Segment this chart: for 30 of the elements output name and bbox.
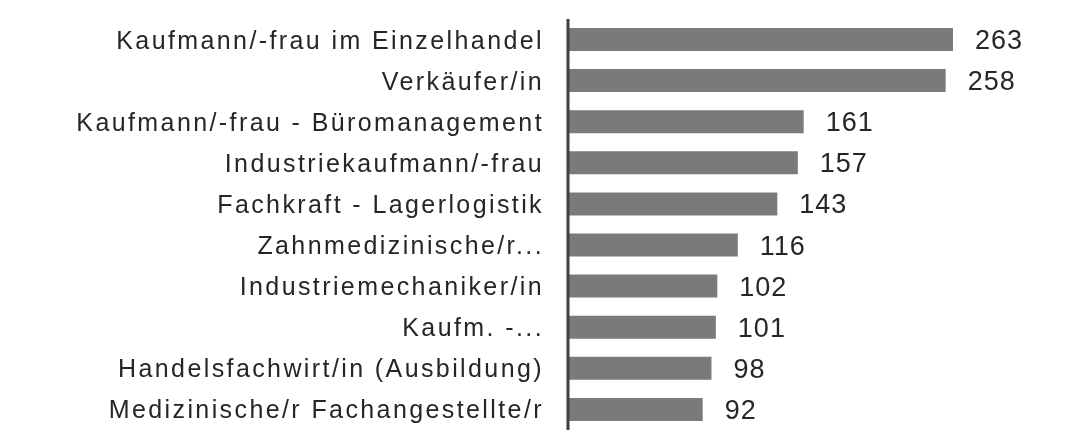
data-label: 143	[799, 189, 848, 220]
bar	[568, 233, 738, 257]
data-label: 263	[975, 25, 1024, 56]
data-label: 98	[733, 353, 766, 384]
data-label: 101	[737, 312, 786, 343]
data-label: 258	[967, 66, 1016, 97]
y-tick-label: Handelsfachwirt/in (Ausbildung)	[118, 354, 544, 383]
data-label: 116	[759, 230, 806, 261]
y-tick-label: Zahnmedizinische/r...	[257, 231, 544, 260]
y-tick-label: Verkäufer/in	[381, 66, 544, 95]
y-tick-label: Industriekaufmann/-frau	[224, 148, 544, 177]
bar	[568, 356, 712, 380]
bar	[568, 192, 778, 216]
data-label: 161	[825, 107, 874, 138]
y-tick-label: Kaufmann/-frau im Einzelhandel	[116, 25, 544, 54]
y-tick-label: Kaufm. -...	[402, 313, 544, 342]
bar	[568, 274, 718, 298]
data-label: 157	[819, 148, 868, 179]
y-tick-label: Medizinische/r Fachangestellte/r	[108, 395, 544, 424]
data-label: 92	[724, 394, 757, 425]
bar	[568, 315, 716, 339]
bar	[568, 69, 946, 93]
data-label: 102	[739, 271, 788, 302]
y-tick-label: Industriemechaniker/in	[239, 272, 544, 301]
bar	[568, 28, 953, 51]
bar	[568, 110, 804, 134]
bar	[568, 397, 703, 421]
y-tick-label: Fachkraft - Lagerlogistik	[217, 189, 544, 218]
bar	[568, 151, 798, 175]
y-tick-label: Kaufmann/-frau - Büromanagement	[76, 107, 544, 136]
